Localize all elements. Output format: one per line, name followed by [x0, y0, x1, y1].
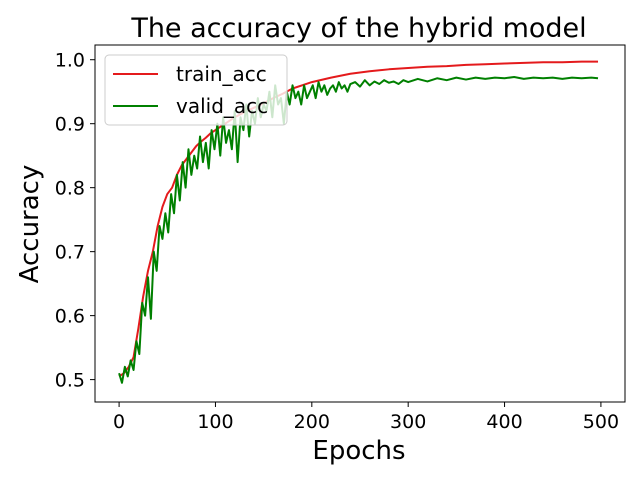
x-axis-label: Epochs — [312, 436, 405, 466]
x-tick-label: 200 — [294, 411, 330, 433]
chart-title: The accuracy of the hybrid model — [130, 13, 586, 44]
x-axis-ticks: 0 100 200 300 400 500 — [113, 402, 619, 433]
y-tick-label: 0.5 — [55, 370, 85, 392]
x-tick-label: 500 — [583, 411, 619, 433]
plot-frame — [94, 44, 626, 403]
y-tick-label: 0.6 — [55, 306, 85, 328]
x-tick-label: 100 — [197, 411, 233, 433]
x-tick-label: 300 — [390, 411, 426, 433]
x-tick-label: 0 — [113, 411, 125, 433]
y-axis-label: Accuracy — [15, 165, 45, 284]
y-tick-label: 1.0 — [55, 50, 85, 72]
legend-box — [104, 54, 288, 126]
y-tick-label: 0.9 — [55, 114, 85, 136]
y-axis-ticks: 0.5 0.6 0.7 0.8 0.9 1.0 — [55, 50, 95, 392]
legend-label-valid-acc: valid_acc — [176, 94, 268, 118]
y-tick-label: 0.8 — [55, 178, 85, 200]
x-tick-label: 400 — [486, 411, 522, 433]
legend-label-train-acc: train_acc — [176, 62, 267, 86]
legend: train_acc valid_acc — [104, 54, 288, 126]
y-tick-label: 0.7 — [55, 242, 85, 264]
